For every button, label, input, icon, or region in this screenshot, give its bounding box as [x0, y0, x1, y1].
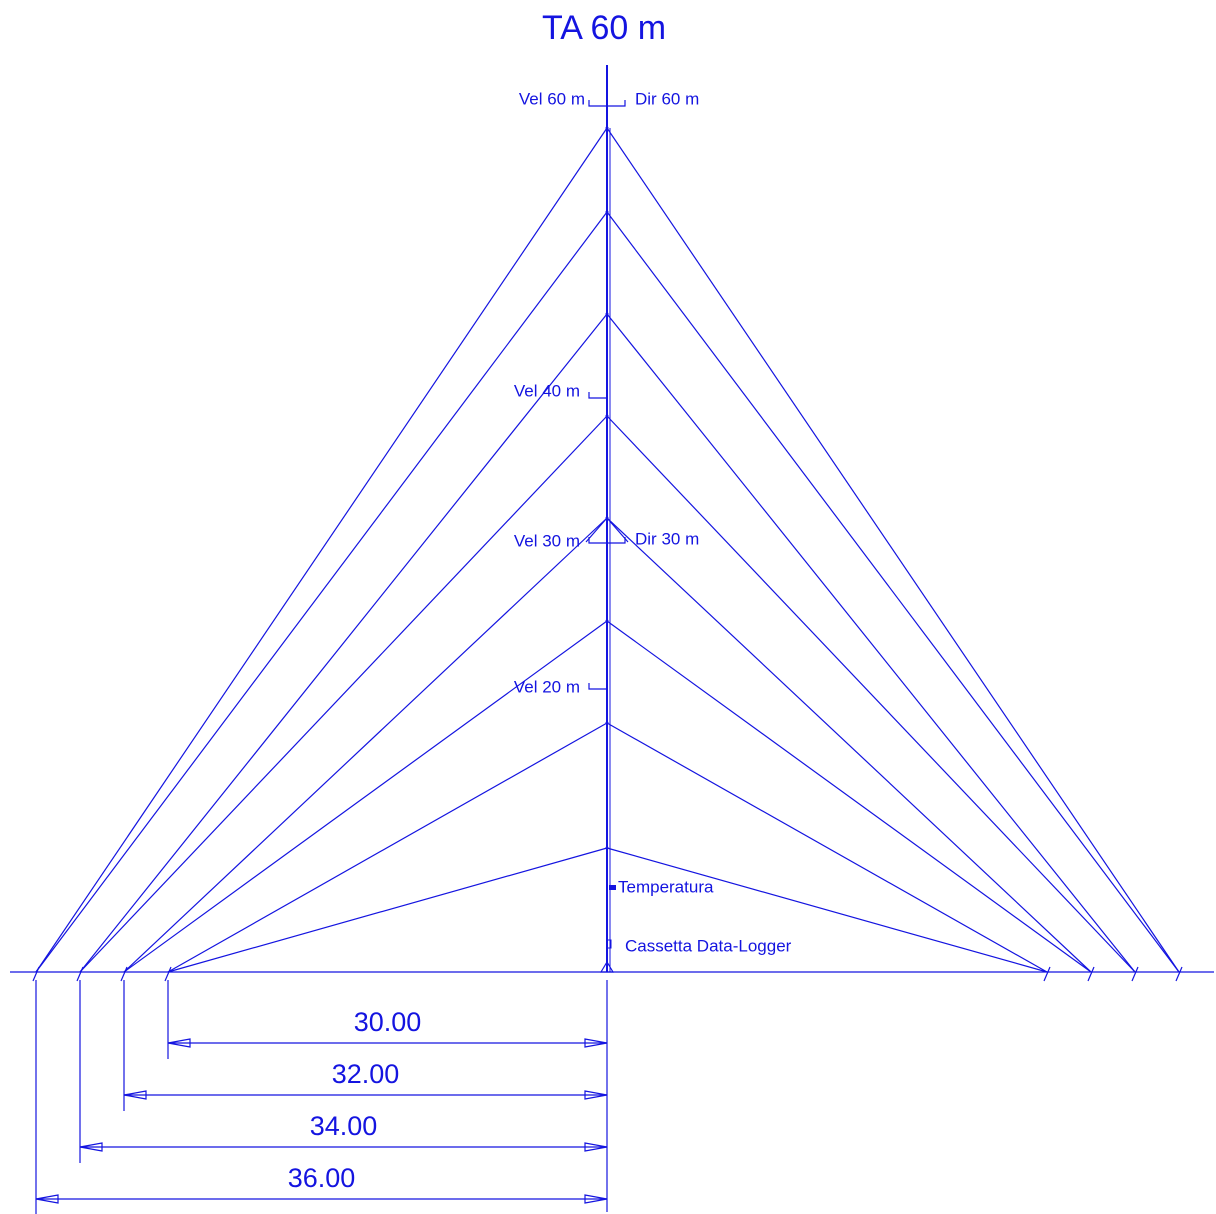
mast-base	[599, 960, 615, 973]
dimension-label: 34.00	[310, 1111, 378, 1141]
anchor	[1043, 966, 1051, 982]
guy-attachment	[605, 721, 609, 725]
guy-wire	[35, 211, 608, 973]
guy-attachment	[605, 210, 609, 214]
arrow	[584, 1194, 608, 1204]
guy-wire	[79, 415, 608, 973]
guy-wire	[167, 722, 608, 973]
anchor	[32, 966, 40, 982]
sensor-label: Temperatura	[618, 877, 714, 896]
sensor-label: Vel 60 m	[519, 89, 585, 108]
guy-wire	[123, 620, 608, 973]
sensor-label: Dir 30 m	[635, 529, 699, 548]
guy-attachment	[605, 312, 609, 316]
anchor	[164, 966, 172, 982]
guy-wire	[606, 415, 1136, 973]
guy-attachment	[605, 516, 609, 520]
guy-wire	[79, 313, 608, 973]
title: TA 60 m	[542, 9, 666, 47]
guy-wire	[606, 847, 1048, 973]
arrow	[584, 1090, 608, 1100]
guy-wire	[606, 313, 1136, 973]
boom	[588, 683, 606, 690]
arrow	[35, 1194, 59, 1204]
guy-wire	[606, 127, 1180, 973]
logger-box	[606, 939, 612, 949]
arrow	[584, 1038, 608, 1048]
guy-wire	[606, 620, 1092, 973]
guy-wire	[606, 722, 1048, 973]
arrow	[79, 1142, 103, 1152]
anchor	[76, 966, 84, 982]
arrow	[584, 1142, 608, 1152]
anchor	[120, 966, 128, 982]
anchor	[1087, 966, 1095, 982]
dimension-label: 32.00	[332, 1059, 400, 1089]
boom	[588, 537, 626, 544]
sensor-label: Vel 40 m	[514, 381, 580, 400]
guy-attachment	[605, 126, 609, 130]
temp-sensor	[609, 885, 616, 890]
guy-wire	[167, 847, 608, 973]
boom	[588, 100, 626, 107]
dimension-label: 36.00	[288, 1163, 356, 1193]
guy-wire	[606, 211, 1180, 973]
guy-wire	[123, 517, 608, 973]
guy-attachment	[605, 619, 609, 623]
sensor-label: Dir 60 m	[635, 89, 699, 108]
sensor-label: Vel 20 m	[514, 677, 580, 696]
guy-wire	[35, 127, 608, 973]
boom	[588, 392, 606, 399]
arrow	[167, 1038, 191, 1048]
sensor-label: Cassetta Data-Logger	[625, 936, 792, 955]
arrow	[123, 1090, 147, 1100]
dimension-label: 30.00	[354, 1007, 422, 1037]
anchor	[1175, 966, 1183, 982]
guy-attachment	[605, 846, 609, 850]
anchor	[1131, 966, 1139, 982]
guy-attachment	[605, 414, 609, 418]
sensor-label: Vel 30 m	[514, 531, 580, 550]
guy-wire	[606, 517, 1092, 973]
